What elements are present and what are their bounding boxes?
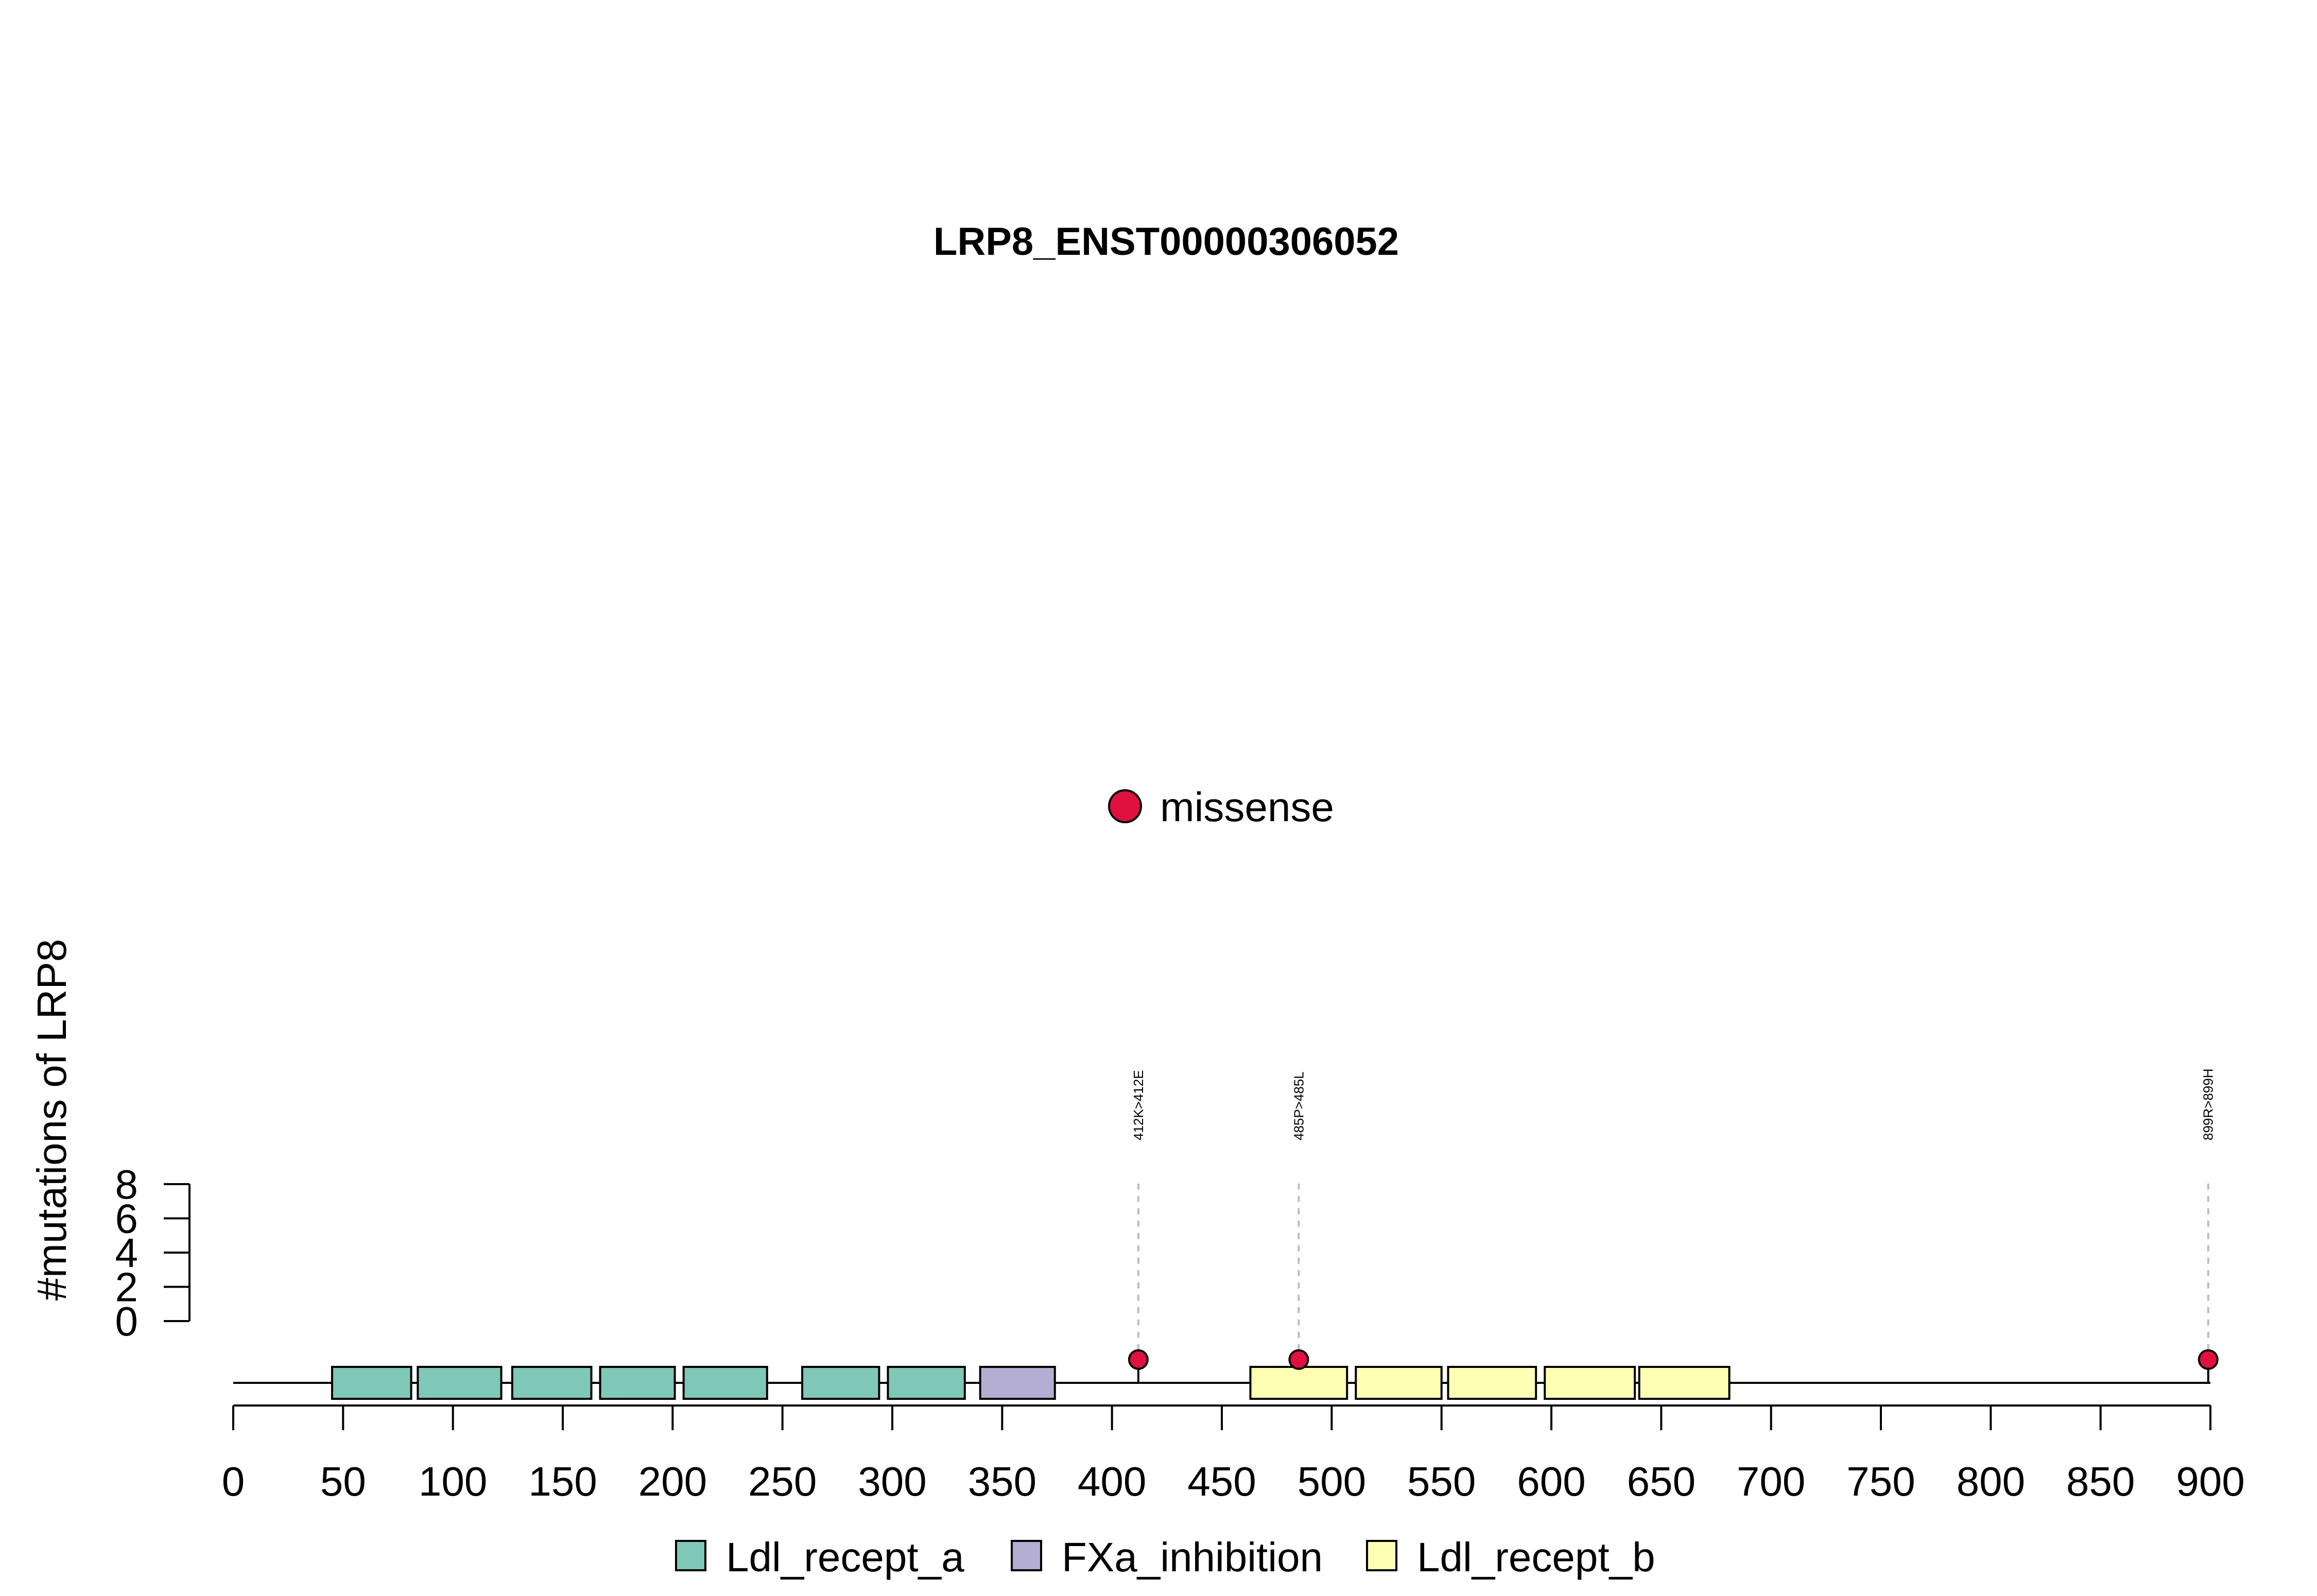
domain-Ldl_recept_b-9 <box>1249 1366 1348 1400</box>
y-axis-label: #mutations of LRP8 <box>29 939 75 1301</box>
legend-marker-missense <box>1108 789 1142 823</box>
x-tick-label-700: 700 <box>1737 1459 1805 1504</box>
mutation-label-412: 412K>412E <box>1131 1070 1146 1140</box>
x-tick-label-500: 500 <box>1298 1459 1366 1504</box>
x-tick-label-450: 450 <box>1187 1459 1256 1504</box>
x-tick-label-850: 850 <box>2066 1459 2135 1504</box>
domain-Ldl_recept_a-2 <box>417 1366 503 1400</box>
legend-label-Ldl_recept_b: Ldl_recept_b <box>1417 1534 1655 1580</box>
x-tick-label-0: 0 <box>222 1459 245 1504</box>
legend-label-Ldl_recept_a: Ldl_recept_a <box>726 1534 964 1580</box>
domain-Ldl_recept_b-13 <box>1638 1366 1731 1400</box>
x-tick-label-300: 300 <box>858 1459 926 1504</box>
legend-swatch-Ldl_recept_b <box>1366 1540 1397 1571</box>
domain-Ldl_recept_b-10 <box>1355 1366 1443 1400</box>
x-tick-label-150: 150 <box>528 1459 597 1504</box>
domain-Ldl_recept_a-7 <box>887 1366 966 1400</box>
domain-Ldl_recept_a-1 <box>331 1366 412 1400</box>
domain-legend: Ldl_recept_a FXa_inhibition Ldl_recept_b <box>675 1534 1655 1580</box>
domain-Ldl_recept_a-5 <box>682 1366 768 1400</box>
domain-Ldl_recept_a-4 <box>599 1366 676 1400</box>
protein-domains <box>331 1366 1731 1400</box>
domain-Ldl_recept_b-11 <box>1447 1366 1537 1400</box>
x-tick-label-600: 600 <box>1517 1459 1585 1504</box>
x-tick-label-550: 550 <box>1407 1459 1476 1504</box>
domain-FXa_inhibition-8 <box>979 1366 1056 1400</box>
y-tick-label-2: 2 <box>115 1264 139 1310</box>
domain-Ldl_recept_b-12 <box>1544 1366 1636 1400</box>
mutation-label-485: 485P>485L <box>1291 1071 1306 1140</box>
y-tick-label-4: 4 <box>115 1230 139 1276</box>
mutation-points <box>1128 1349 2219 1370</box>
x-tick-label-650: 650 <box>1627 1459 1696 1504</box>
x-tick-label-800: 800 <box>1957 1459 2025 1504</box>
mutation-point-412 <box>1128 1349 1149 1370</box>
legend-swatch-FXa_inhibition <box>1011 1540 1042 1571</box>
domain-Ldl_recept_a-3 <box>511 1366 593 1400</box>
chart-title: LRP8_ENST00000306052 <box>933 220 1399 264</box>
mutation-label-899: 899R>899H <box>2201 1069 2216 1141</box>
mutation-labels: 412K>412E 485P>485L 899R>899H <box>1131 1069 2216 1141</box>
x-tick-label-400: 400 <box>1078 1459 1146 1504</box>
domain-Ldl_recept_a-6 <box>801 1366 880 1400</box>
x-tick-label-350: 350 <box>968 1459 1036 1504</box>
mutation-point-899 <box>2198 1349 2219 1370</box>
y-tick-label-0: 0 <box>115 1298 139 1344</box>
x-tick-label-900: 900 <box>2176 1459 2244 1504</box>
x-tick-label-100: 100 <box>419 1459 487 1504</box>
y-tick-label-6: 6 <box>115 1196 139 1242</box>
x-tick-label-750: 750 <box>1846 1459 1915 1504</box>
x-axis: 0 50 100 150 200 250 300 350 400 450 500 550 600 650 7… <box>222 1404 2245 1504</box>
legend-swatch-Ldl_recept_a <box>675 1540 706 1571</box>
mutation-point-485 <box>1288 1349 1309 1370</box>
legend-label-missense: missense <box>1160 784 1334 830</box>
mutation-legend: missense <box>1108 784 1334 830</box>
x-tick-label-50: 50 <box>320 1459 366 1504</box>
x-tick-label-200: 200 <box>638 1459 707 1504</box>
y-tick-label-8: 8 <box>115 1161 139 1207</box>
legend-label-FXa_inhibition: FXa_inhibition <box>1062 1534 1323 1580</box>
x-tick-label-250: 250 <box>748 1459 817 1504</box>
